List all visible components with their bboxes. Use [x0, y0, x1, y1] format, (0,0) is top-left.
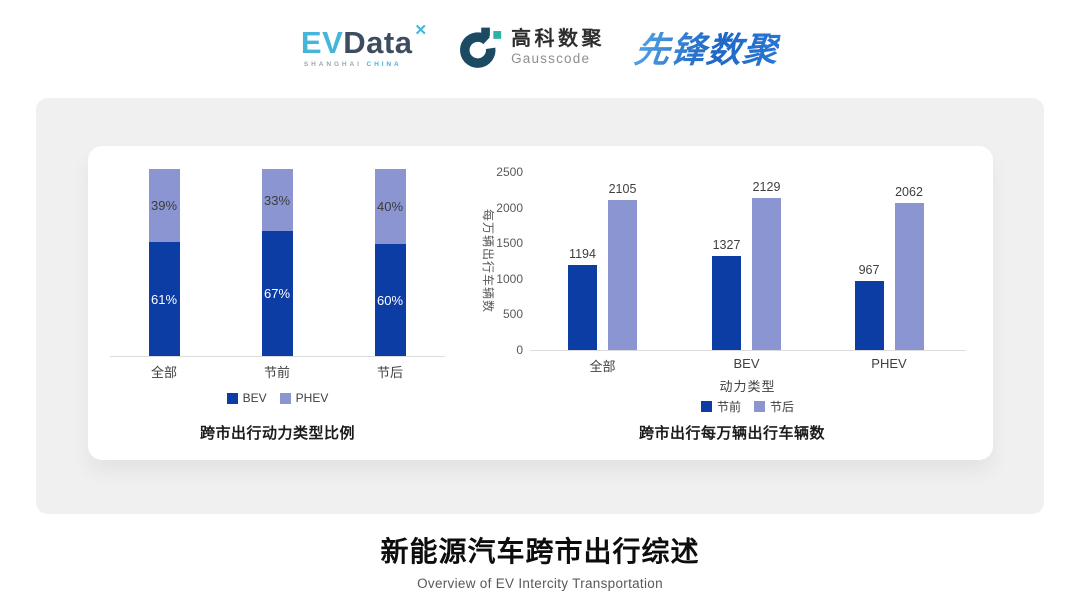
evdata-shanghai-text: SHANGHAI: [303, 60, 362, 68]
evdata-data-text: Data: [343, 24, 413, 60]
legend-item: BEV: [226, 391, 267, 405]
stacked-bar-segment-bev: 60%: [374, 244, 406, 356]
bar-value-label: 2062: [895, 185, 923, 199]
gausscode-cn-name: 高科数聚: [511, 28, 606, 51]
y-axis-tick-label: 1000: [496, 271, 523, 286]
x-axis-line: [110, 356, 445, 357]
y-axis-tick-label: 1500: [496, 236, 523, 251]
gausscode-icon: [460, 27, 502, 68]
evdata-star-icon: ✕: [414, 21, 428, 39]
left-chart-title: 跨市出行动力类型比例: [199, 425, 355, 442]
charts-card: 跨市出行动力类型比例 跨市出行每万辆出行车辆数 每万辆出行车辆数 动力类型 39…: [88, 146, 993, 460]
header-logos: EV Data ✕ SHANGHAI CHINA 高科数聚 Gausscode …: [0, 22, 1080, 73]
category-label: 节后: [376, 365, 403, 380]
bar-value-label: 1194: [569, 247, 596, 261]
bar: [608, 200, 637, 350]
stacked-bar-segment-bev: 61%: [148, 242, 180, 356]
legend-label: 节前: [716, 400, 741, 414]
stacked-bar-segment-phev: 40%: [374, 169, 406, 244]
legend-label: PHEV: [295, 391, 329, 405]
bar-value-label: 1327: [712, 238, 741, 252]
category-label: 全部: [589, 359, 616, 374]
stacked-bar-segment-bev: 67%: [261, 231, 293, 356]
bar: [568, 265, 597, 350]
category-label: BEV: [733, 356, 760, 371]
evdata-ev-text: EV: [300, 24, 344, 60]
footer: 新能源汽车跨市出行综述 Overview of EV Intercity Tra…: [0, 530, 1080, 591]
category-label: 节前: [263, 365, 290, 380]
legend-item: 节后: [754, 398, 794, 415]
legend-item: 节前: [700, 398, 741, 415]
bar: [854, 281, 884, 350]
bar-value-label: 2105: [608, 182, 637, 196]
legend-swatch: [700, 401, 712, 412]
y-axis-tick-label: 2000: [496, 200, 523, 215]
x-axis-line: [530, 350, 966, 351]
evdata-wordmark: EV Data ✕: [300, 23, 427, 60]
page-subtitle: Overview of EV Intercity Transportation: [417, 576, 663, 591]
left-chart-legend: BEV PHEV: [112, 391, 443, 405]
right-chart-x-axis-label: 动力类型: [719, 379, 776, 394]
right-chart-legend: 节前 节后: [532, 398, 963, 415]
stacked-bar-segment-phev: 39%: [148, 169, 180, 242]
category-label: PHEV: [871, 356, 907, 371]
legend-swatch: [226, 392, 238, 404]
y-axis-tick-label: 2500: [496, 165, 523, 179]
stacked-bar-segment-phev: 33%: [261, 169, 293, 231]
right-chart-title: 跨市出行每万辆出行车辆数: [638, 425, 825, 442]
y-axis-tick-label: 0: [516, 343, 523, 357]
bar-value-label: 967: [858, 263, 880, 277]
evdata-logo: EV Data ✕ SHANGHAI CHINA: [300, 23, 427, 69]
bar: [894, 203, 924, 350]
gausscode-text: 高科数聚 Gausscode: [511, 28, 605, 67]
pioneer-logo: 先锋数聚: [632, 22, 782, 73]
gausscode-logo: 高科数聚 Gausscode: [457, 25, 605, 70]
gausscode-en-name: Gausscode: [511, 51, 591, 67]
legend-label: 节后: [770, 400, 795, 414]
legend-item: PHEV: [279, 391, 329, 405]
bar-value-label: 2129: [752, 180, 781, 194]
evdata-subtitle: SHANGHAI CHINA: [301, 60, 427, 69]
page-title: 新能源汽车跨市出行综述: [380, 536, 700, 567]
y-axis-tick-label: 500: [502, 307, 523, 322]
content-panel: 跨市出行动力类型比例 跨市出行每万辆出行车辆数 每万辆出行车辆数 动力类型 39…: [36, 98, 1044, 514]
bar: [752, 198, 781, 350]
category-label: 全部: [150, 365, 177, 380]
legend-swatch: [279, 392, 291, 404]
legend-swatch: [754, 401, 765, 412]
legend-label: BEV: [242, 391, 267, 405]
bar: [712, 256, 741, 350]
evdata-china-text: CHINA: [366, 60, 402, 68]
